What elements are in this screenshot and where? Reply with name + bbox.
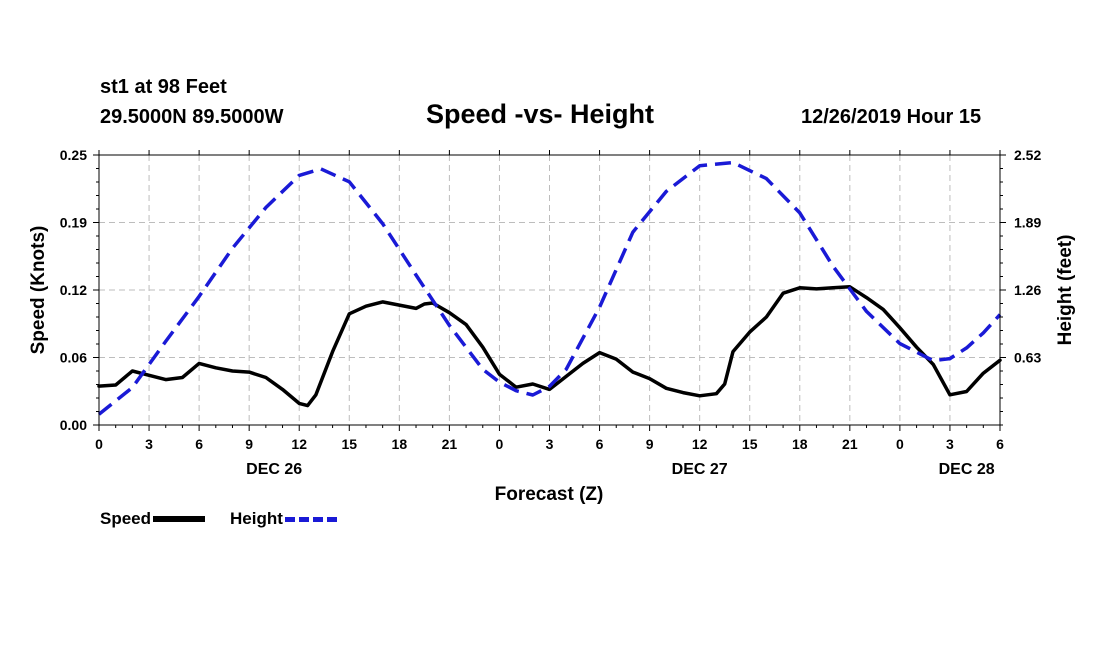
y2-tick-label: 0.63 <box>1014 350 1041 366</box>
x-tick-label: 3 <box>546 436 554 452</box>
x-tick-label: 15 <box>742 436 758 452</box>
x-axis-label: Forecast (Z) <box>495 484 604 505</box>
x-tick-label: 6 <box>195 436 203 452</box>
x-tick-label: 3 <box>145 436 153 452</box>
legend-height: Height <box>230 509 337 529</box>
x-tick-label: 9 <box>646 436 654 452</box>
y-tick-label: 0.12 <box>60 282 87 298</box>
series-line-speed <box>97 285 1002 408</box>
x-tick-label: 18 <box>792 436 808 452</box>
x-tick-label: 18 <box>392 436 408 452</box>
legend-height-label: Height <box>230 509 283 528</box>
grid-lines <box>99 155 1000 425</box>
y-tick-label: 0.25 <box>60 147 87 163</box>
day-label: DEC 26 <box>246 461 302 478</box>
x-tick-label: 0 <box>95 436 103 452</box>
day-label: DEC 27 <box>672 461 728 478</box>
y2-tick-label: 2.52 <box>1014 147 1041 163</box>
series-layer <box>97 160 1002 416</box>
coordinates-label: 29.5000N 89.5000W <box>100 106 284 128</box>
y-tick-label: 0.00 <box>60 417 87 433</box>
y-axis-label-right: Height (feet) <box>1055 235 1076 346</box>
x-tick-label: 0 <box>496 436 504 452</box>
y2-tick-label: 1.26 <box>1014 282 1041 298</box>
x-tick-label: 3 <box>946 436 954 452</box>
x-tick-label: 0 <box>896 436 904 452</box>
legend-speed-swatch <box>153 516 206 522</box>
day-label: DEC 28 <box>939 461 995 478</box>
x-tick-label: 6 <box>996 436 1004 452</box>
axis-layer: 0 3 6 9 12 15 18 21 0 3 6 9 12 15 18 21 0 3 6 DEC 26 DEC 27 D… <box>60 147 1042 478</box>
y-tick-label: 0.19 <box>60 215 87 231</box>
x-tick-label: 15 <box>341 436 357 452</box>
x-tick-label: 12 <box>291 436 307 452</box>
y-tick-label: 0.06 <box>60 350 87 366</box>
y-axis-label-left: Speed (Knots) <box>28 226 49 355</box>
x-tick-label: 12 <box>692 436 708 452</box>
x-tick-label: 9 <box>245 436 253 452</box>
forecast-timestamp: 12/26/2019 Hour 15 <box>801 106 982 128</box>
series-line-height <box>97 160 1002 416</box>
legend-speed-label: Speed <box>100 509 152 528</box>
x-tick-label: 21 <box>442 436 458 452</box>
x-tick-label: 6 <box>596 436 604 452</box>
station-label: st1 at 98 Feet <box>100 76 227 98</box>
y2-tick-label: 1.89 <box>1014 215 1041 231</box>
legend-height-swatch <box>284 516 337 522</box>
legend-speed: Speed <box>100 509 206 529</box>
chart-title: Speed -vs- Height <box>426 99 655 129</box>
x-tick-label: 21 <box>842 436 858 452</box>
